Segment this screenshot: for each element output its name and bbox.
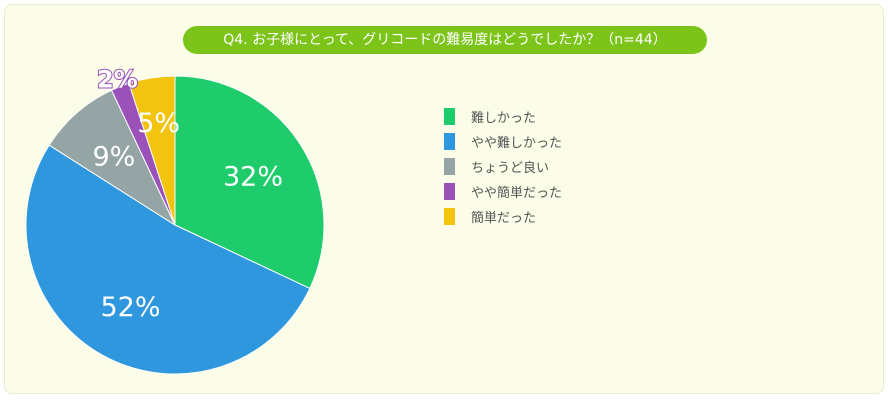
legend-label: 難しかった bbox=[471, 111, 537, 126]
legend-item: やや簡単だった bbox=[444, 179, 562, 204]
legend-item: ちょうど良い bbox=[444, 154, 562, 179]
pie-slice bbox=[48, 89, 177, 227]
legend-item: 簡単だった bbox=[444, 204, 562, 229]
slice-value-label: 52% bbox=[100, 292, 160, 323]
slice-value-label: 32% bbox=[223, 162, 283, 193]
legend-label: やや簡単だった bbox=[471, 186, 563, 201]
legend-item: 難しかった bbox=[444, 104, 562, 129]
legend-label: ちょうど良い bbox=[471, 161, 550, 176]
legend-item: やや難しかった bbox=[444, 129, 562, 154]
legend-swatch bbox=[444, 133, 455, 150]
pie-slice bbox=[128, 75, 176, 226]
slice-value-label: 5% bbox=[137, 108, 180, 139]
pie-slice bbox=[25, 144, 311, 375]
legend-swatch bbox=[444, 158, 455, 175]
legend-swatch bbox=[444, 108, 455, 125]
pie-slice bbox=[174, 75, 325, 290]
legend-swatch bbox=[444, 208, 455, 225]
legend-label: やや難しかった bbox=[471, 136, 563, 151]
legend-swatch bbox=[444, 183, 455, 200]
legend-label: 簡単だった bbox=[471, 211, 537, 226]
slice-value-label: 2% bbox=[97, 66, 138, 94]
chart-title: Q4. お子様にとって、グリコードの難易度はどうでしたか？（n=44） bbox=[183, 26, 707, 54]
slice-value-label: 9% bbox=[92, 142, 135, 173]
chart-legend: 難しかったやや難しかった ちょうど良い やや簡単だった 簡単だった bbox=[444, 104, 562, 229]
